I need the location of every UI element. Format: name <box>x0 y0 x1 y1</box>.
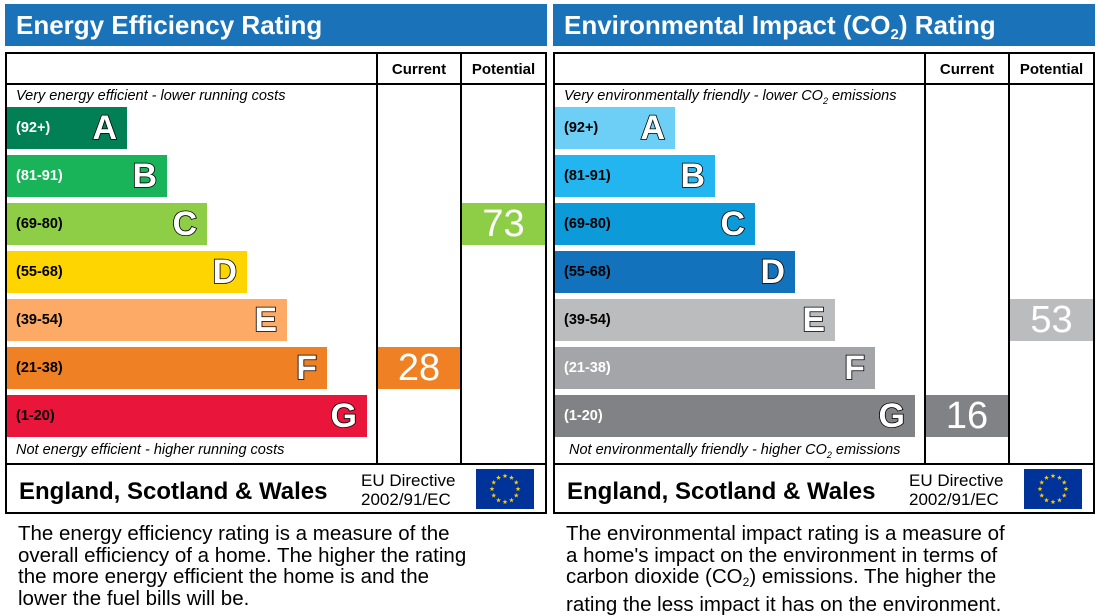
band-range: (81-91) <box>564 168 611 184</box>
band-letter: F <box>295 348 317 388</box>
band-g: (1-20) G <box>7 395 367 437</box>
footer-region: England, Scotland & Wales <box>19 478 328 505</box>
flag-star <box>502 473 508 479</box>
band-range: (55-68) <box>16 264 63 280</box>
band-range: (39-54) <box>564 312 611 328</box>
flag-star <box>1044 475 1049 480</box>
flag-star <box>1057 475 1062 480</box>
current-score: 28 <box>378 347 460 389</box>
band-letter: A <box>640 108 666 148</box>
band-range: (55-68) <box>564 264 611 280</box>
flag-star <box>1063 486 1069 492</box>
flag-star <box>1039 479 1045 485</box>
band-d: (55-68) D <box>555 251 795 293</box>
band-letter: D <box>212 252 238 292</box>
column-header-potential: Potential <box>471 61 536 78</box>
flag-star <box>1057 497 1062 503</box>
bottom-note: Not energy efficient - higher running co… <box>16 442 285 458</box>
band-c: (69-80) C <box>555 203 755 245</box>
flag-star <box>491 492 497 498</box>
band-letter: D <box>760 252 786 292</box>
description: The energy efficiency rating is a measur… <box>18 522 467 610</box>
band-range: (21-38) <box>16 360 63 376</box>
band-range: (92+) <box>564 120 599 136</box>
footer-region: England, Scotland & Wales <box>567 478 876 505</box>
band-letter: F <box>843 348 865 388</box>
band-b: (81-91) B <box>7 155 167 197</box>
band-letter: E <box>254 300 278 340</box>
flag-star <box>1044 497 1049 503</box>
top-note: Very energy efficient - lower running co… <box>16 88 286 104</box>
current-score: 16 <box>926 395 1008 437</box>
chart-title: Energy Efficiency Rating <box>5 4 547 46</box>
band-letter: B <box>680 156 706 196</box>
column-header-current: Current <box>391 61 447 78</box>
flag-star <box>509 497 514 503</box>
band-f: (21-38) F <box>555 347 875 389</box>
column-header-current: Current <box>939 61 995 78</box>
flag-star <box>1050 473 1056 479</box>
flag-star <box>491 479 497 485</box>
energy-efficiency-chart: Energy Efficiency Rating Current Potenti… <box>5 4 547 613</box>
flag-star <box>509 475 514 480</box>
flag-star <box>1037 486 1043 492</box>
band-range: (81-91) <box>16 168 63 184</box>
band-range: (1-20) <box>16 408 55 424</box>
band-a: (92+) A <box>7 107 127 149</box>
flag-star <box>1050 499 1056 505</box>
band-range: (21-38) <box>564 360 611 376</box>
band-range: (69-80) <box>16 216 63 232</box>
flag-star <box>515 486 521 492</box>
potential-score: 53 <box>1010 299 1093 341</box>
band-f: (21-38) F <box>7 347 327 389</box>
flag-star <box>513 479 519 485</box>
band-letter: C <box>172 204 198 244</box>
band-letter: E <box>802 300 826 340</box>
band-letter: G <box>330 396 358 436</box>
band-a: (92+) A <box>555 107 675 149</box>
band-letter: A <box>92 108 118 148</box>
band-d: (55-68) D <box>7 251 247 293</box>
footer: England, Scotland & Wales EU Directive 2… <box>553 463 1095 514</box>
band-letter: B <box>132 156 158 196</box>
potential-score: 73 <box>462 203 545 245</box>
eu-flag-icon <box>476 469 534 509</box>
column-header-potential: Potential <box>1019 61 1084 78</box>
flag-star <box>1061 492 1067 498</box>
band-e: (39-54) E <box>7 299 287 341</box>
band-e: (39-54) E <box>555 299 835 341</box>
band-letter: G <box>878 396 906 436</box>
chart-title: Environmental Impact (CO2) Rating <box>553 4 1095 46</box>
flag-star <box>489 486 495 492</box>
flag-star <box>1061 479 1067 485</box>
top-note: Very environmentally friendly - lower CO… <box>564 88 897 106</box>
flag-star <box>502 499 508 505</box>
band-c: (69-80) C <box>7 203 207 245</box>
description: The environmental impact rating is a mea… <box>566 522 1005 616</box>
flag-star <box>496 497 501 503</box>
band-range: (39-54) <box>16 312 63 328</box>
flag-star <box>513 492 519 498</box>
bottom-note: Not environmentally friendly - higher CO… <box>569 442 901 460</box>
band-g: (1-20) G <box>555 395 915 437</box>
footer-directive: EU Directive 2002/91/EC <box>361 471 456 509</box>
band-range: (92+) <box>16 120 51 136</box>
band-range: (69-80) <box>564 216 611 232</box>
environmental-impact-chart: Environmental Impact (CO2) Rating Curren… <box>553 4 1095 616</box>
footer-directive: EU Directive 2002/91/EC <box>909 471 1004 509</box>
eu-flag-icon <box>1024 469 1082 509</box>
footer: England, Scotland & Wales EU Directive 2… <box>5 463 547 514</box>
band-letter: C <box>720 204 746 244</box>
flag-star <box>496 475 501 480</box>
flag-star <box>1039 492 1045 498</box>
band-range: (1-20) <box>564 408 603 424</box>
band-b: (81-91) B <box>555 155 715 197</box>
